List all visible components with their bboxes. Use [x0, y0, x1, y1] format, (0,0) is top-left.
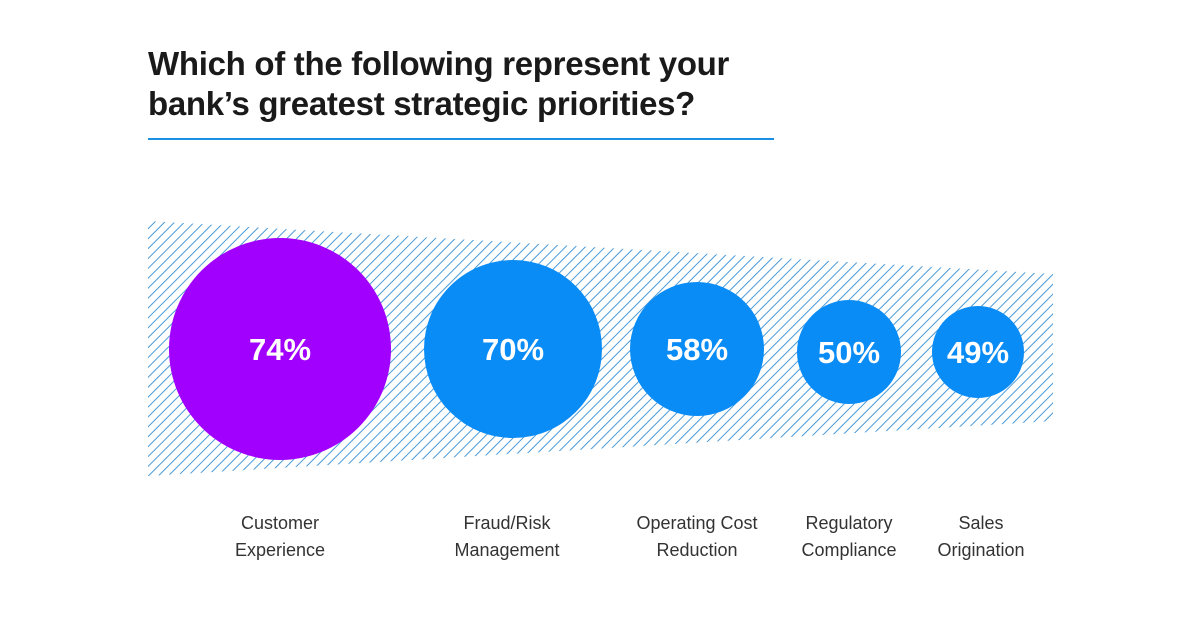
category-label: Regulatory Compliance: [764, 510, 934, 564]
title-underline: [148, 138, 774, 140]
data-label: 49%: [947, 335, 1009, 370]
category-label-line: Compliance: [801, 540, 897, 560]
chart-title: Which of the following represent your ba…: [148, 45, 730, 122]
data-label: 50%: [818, 335, 880, 370]
category-label-line: Regulatory: [805, 513, 893, 533]
data-label: 70%: [482, 332, 544, 367]
category-label-line: Operating Cost: [636, 513, 758, 533]
category-label-line: Customer: [240, 513, 320, 533]
bubble-0: [169, 238, 391, 460]
category-label-line: Experience: [234, 540, 326, 560]
data-label: 74%: [249, 332, 311, 367]
bubble-2: [630, 282, 764, 416]
category-label: Customer Experience: [195, 510, 365, 564]
category-label-line: Management: [454, 540, 560, 560]
bubble-3: [797, 300, 901, 404]
category-label: Operating Cost Reduction: [612, 510, 782, 564]
category-label-line: Sales: [958, 513, 1004, 533]
category-label: Fraud/Risk Management: [422, 510, 592, 564]
category-label-line: Origination: [937, 540, 1025, 560]
category-label: Sales Origination: [896, 510, 1066, 564]
category-label-line: Reduction: [656, 540, 738, 560]
data-label: 58%: [666, 332, 728, 367]
category-label-line: Fraud/Risk: [463, 513, 551, 533]
bubble-4: [932, 306, 1024, 398]
bubble-1: [424, 260, 602, 438]
